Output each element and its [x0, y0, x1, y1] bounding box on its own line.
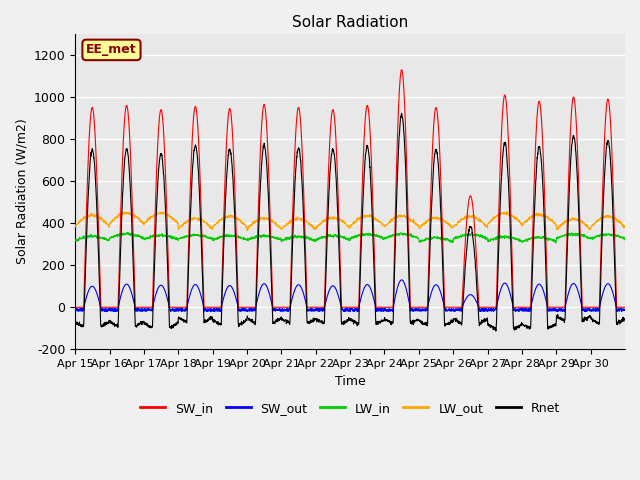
Text: EE_met: EE_met — [86, 43, 137, 57]
Title: Solar Radiation: Solar Radiation — [292, 15, 408, 30]
X-axis label: Time: Time — [335, 374, 365, 387]
Y-axis label: Solar Radiation (W/m2): Solar Radiation (W/m2) — [15, 119, 28, 264]
Legend: SW_in, SW_out, LW_in, LW_out, Rnet: SW_in, SW_out, LW_in, LW_out, Rnet — [135, 396, 565, 420]
